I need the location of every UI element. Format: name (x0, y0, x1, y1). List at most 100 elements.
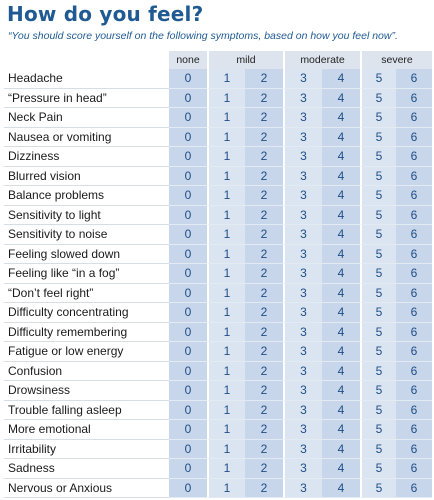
rating-cell-0[interactable]: 0 (169, 439, 207, 459)
rating-cell-3[interactable]: 3 (283, 381, 322, 401)
rating-cell-1[interactable]: 1 (207, 322, 245, 342)
rating-cell-1[interactable]: 1 (207, 283, 245, 303)
rating-cell-4[interactable]: 4 (322, 244, 360, 264)
rating-cell-5[interactable]: 5 (360, 381, 396, 401)
rating-cell-5[interactable]: 5 (360, 166, 396, 186)
rating-cell-0[interactable]: 0 (169, 478, 207, 498)
rating-cell-6[interactable]: 6 (396, 322, 432, 342)
rating-cell-5[interactable]: 5 (360, 400, 396, 420)
rating-cell-5[interactable]: 5 (360, 322, 396, 342)
rating-cell-3[interactable]: 3 (283, 459, 322, 479)
rating-cell-2[interactable]: 2 (245, 147, 283, 167)
rating-cell-0[interactable]: 0 (169, 400, 207, 420)
rating-cell-4[interactable]: 4 (322, 459, 360, 479)
rating-cell-3[interactable]: 3 (283, 478, 322, 498)
rating-cell-4[interactable]: 4 (322, 361, 360, 381)
rating-cell-4[interactable]: 4 (322, 127, 360, 147)
rating-cell-1[interactable]: 1 (207, 69, 245, 89)
rating-cell-5[interactable]: 5 (360, 127, 396, 147)
rating-cell-0[interactable]: 0 (169, 166, 207, 186)
rating-cell-6[interactable]: 6 (396, 478, 432, 498)
rating-cell-2[interactable]: 2 (245, 459, 283, 479)
rating-cell-4[interactable]: 4 (322, 88, 360, 108)
rating-cell-5[interactable]: 5 (360, 147, 396, 167)
rating-cell-1[interactable]: 1 (207, 205, 245, 225)
rating-cell-5[interactable]: 5 (360, 420, 396, 440)
rating-cell-0[interactable]: 0 (169, 88, 207, 108)
rating-cell-5[interactable]: 5 (360, 439, 396, 459)
rating-cell-6[interactable]: 6 (396, 166, 432, 186)
rating-cell-0[interactable]: 0 (169, 342, 207, 362)
rating-cell-5[interactable]: 5 (360, 478, 396, 498)
rating-cell-5[interactable]: 5 (360, 88, 396, 108)
rating-cell-2[interactable]: 2 (245, 420, 283, 440)
rating-cell-2[interactable]: 2 (245, 303, 283, 323)
rating-cell-6[interactable]: 6 (396, 439, 432, 459)
rating-cell-6[interactable]: 6 (396, 88, 432, 108)
rating-cell-4[interactable]: 4 (322, 225, 360, 245)
rating-cell-2[interactable]: 2 (245, 439, 283, 459)
rating-cell-4[interactable]: 4 (322, 205, 360, 225)
rating-cell-5[interactable]: 5 (360, 342, 396, 362)
rating-cell-2[interactable]: 2 (245, 264, 283, 284)
rating-cell-1[interactable]: 1 (207, 459, 245, 479)
rating-cell-3[interactable]: 3 (283, 225, 322, 245)
rating-cell-2[interactable]: 2 (245, 244, 283, 264)
rating-cell-0[interactable]: 0 (169, 127, 207, 147)
rating-cell-0[interactable]: 0 (169, 283, 207, 303)
rating-cell-0[interactable]: 0 (169, 69, 207, 89)
rating-cell-5[interactable]: 5 (360, 244, 396, 264)
rating-cell-2[interactable]: 2 (245, 322, 283, 342)
rating-cell-0[interactable]: 0 (169, 420, 207, 440)
rating-cell-1[interactable]: 1 (207, 186, 245, 206)
rating-cell-5[interactable]: 5 (360, 361, 396, 381)
rating-cell-3[interactable]: 3 (283, 342, 322, 362)
rating-cell-6[interactable]: 6 (396, 147, 432, 167)
rating-cell-4[interactable]: 4 (322, 322, 360, 342)
rating-cell-5[interactable]: 5 (360, 186, 396, 206)
rating-cell-4[interactable]: 4 (322, 478, 360, 498)
rating-cell-6[interactable]: 6 (396, 225, 432, 245)
rating-cell-6[interactable]: 6 (396, 186, 432, 206)
rating-cell-5[interactable]: 5 (360, 205, 396, 225)
rating-cell-2[interactable]: 2 (245, 69, 283, 89)
rating-cell-2[interactable]: 2 (245, 400, 283, 420)
rating-cell-6[interactable]: 6 (396, 244, 432, 264)
rating-cell-2[interactable]: 2 (245, 88, 283, 108)
rating-cell-0[interactable]: 0 (169, 186, 207, 206)
rating-cell-3[interactable]: 3 (283, 186, 322, 206)
rating-cell-3[interactable]: 3 (283, 439, 322, 459)
rating-cell-1[interactable]: 1 (207, 244, 245, 264)
rating-cell-6[interactable]: 6 (396, 264, 432, 284)
rating-cell-1[interactable]: 1 (207, 108, 245, 128)
rating-cell-4[interactable]: 4 (322, 69, 360, 89)
rating-cell-5[interactable]: 5 (360, 303, 396, 323)
rating-cell-1[interactable]: 1 (207, 88, 245, 108)
rating-cell-2[interactable]: 2 (245, 127, 283, 147)
rating-cell-3[interactable]: 3 (283, 147, 322, 167)
rating-cell-3[interactable]: 3 (283, 264, 322, 284)
rating-cell-2[interactable]: 2 (245, 283, 283, 303)
rating-cell-0[interactable]: 0 (169, 264, 207, 284)
rating-cell-4[interactable]: 4 (322, 108, 360, 128)
rating-cell-4[interactable]: 4 (322, 283, 360, 303)
rating-cell-4[interactable]: 4 (322, 186, 360, 206)
rating-cell-3[interactable]: 3 (283, 322, 322, 342)
rating-cell-3[interactable]: 3 (283, 303, 322, 323)
rating-cell-2[interactable]: 2 (245, 166, 283, 186)
rating-cell-3[interactable]: 3 (283, 244, 322, 264)
rating-cell-0[interactable]: 0 (169, 225, 207, 245)
rating-cell-0[interactable]: 0 (169, 361, 207, 381)
rating-cell-5[interactable]: 5 (360, 283, 396, 303)
rating-cell-6[interactable]: 6 (396, 381, 432, 401)
rating-cell-6[interactable]: 6 (396, 283, 432, 303)
rating-cell-3[interactable]: 3 (283, 166, 322, 186)
rating-cell-3[interactable]: 3 (283, 88, 322, 108)
rating-cell-5[interactable]: 5 (360, 459, 396, 479)
rating-cell-4[interactable]: 4 (322, 439, 360, 459)
rating-cell-3[interactable]: 3 (283, 69, 322, 89)
rating-cell-6[interactable]: 6 (396, 205, 432, 225)
rating-cell-1[interactable]: 1 (207, 225, 245, 245)
rating-cell-1[interactable]: 1 (207, 361, 245, 381)
rating-cell-3[interactable]: 3 (283, 283, 322, 303)
